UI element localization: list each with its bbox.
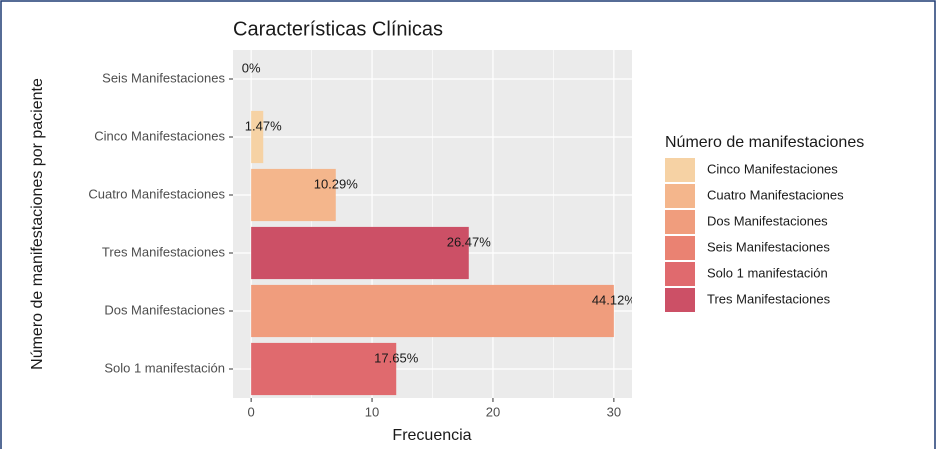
- bar-label: 10.29%: [314, 176, 359, 191]
- legend-key: [665, 262, 695, 286]
- legend-label: Cinco Manifestaciones: [707, 161, 838, 176]
- x-tick-label: 0: [248, 404, 255, 419]
- y-tick-label: Cinco Manifestaciones: [94, 128, 225, 143]
- legend-label: Cuatro Manifestaciones: [707, 187, 844, 202]
- bar-label: 26.47%: [447, 234, 492, 249]
- legend-key: [665, 236, 695, 260]
- legend-label: Dos Manifestaciones: [707, 213, 828, 228]
- legend-key: [665, 210, 695, 234]
- bar: [251, 226, 469, 280]
- legend-key: [665, 288, 695, 312]
- y-tick-label: Seis Manifestaciones: [102, 70, 225, 85]
- y-tick-label: Tres Manifestaciones: [102, 244, 226, 259]
- legend-key: [665, 184, 695, 208]
- bar: [251, 168, 336, 222]
- legend-title: Número de manifestaciones: [665, 134, 864, 151]
- y-tick-label: Cuatro Manifestaciones: [88, 186, 225, 201]
- y-axis-label: Número de manifestaciones por paciente: [29, 78, 46, 370]
- x-axis-label: Frecuencia: [392, 427, 471, 444]
- legend-label: Seis Manifestaciones: [707, 239, 830, 254]
- x-tick-label: 20: [486, 404, 500, 419]
- bar-label: 1.47%: [245, 118, 282, 133]
- legend-label: Tres Manifestaciones: [707, 291, 831, 306]
- legend-key: [665, 158, 695, 182]
- bar-label: 44.12%: [592, 292, 637, 307]
- bar: [251, 342, 397, 396]
- x-tick-label: 10: [365, 404, 379, 419]
- bar-label: 17.65%: [374, 350, 419, 365]
- y-tick-label: Solo 1 manifestación: [104, 360, 225, 375]
- chart-title: Características Clínicas: [233, 18, 443, 40]
- bar-label: 0%: [242, 60, 261, 75]
- bar: [251, 284, 614, 338]
- x-tick-label: 30: [607, 404, 621, 419]
- y-tick-label: Dos Manifestaciones: [104, 302, 225, 317]
- legend-label: Solo 1 manifestación: [707, 265, 828, 280]
- bar: [251, 110, 264, 164]
